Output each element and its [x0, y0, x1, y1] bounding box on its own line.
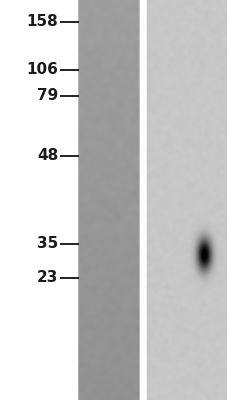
Text: 48: 48 — [37, 148, 58, 164]
Text: 106: 106 — [26, 62, 58, 78]
Text: 23: 23 — [37, 270, 58, 286]
Text: 79: 79 — [37, 88, 58, 104]
Text: 35: 35 — [37, 236, 58, 252]
Text: 158: 158 — [26, 14, 58, 30]
